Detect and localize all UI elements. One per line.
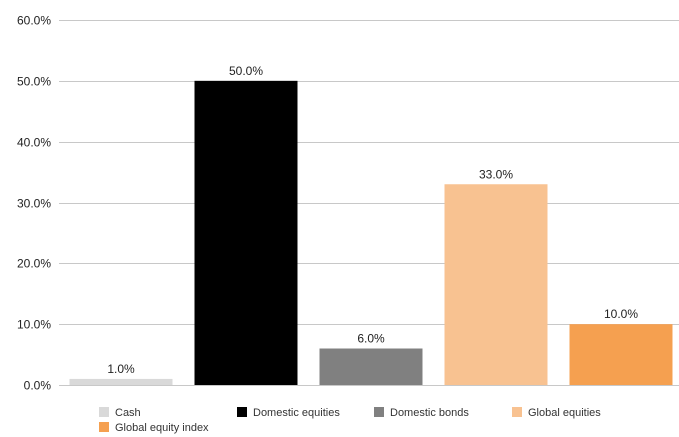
data-label: 10.0% <box>604 307 638 321</box>
legend: Cash Domestic equities Domestic bonds Globa… <box>99 407 601 434</box>
bar <box>569 324 673 385</box>
bars <box>69 80 673 385</box>
data-label: 33.0% <box>479 167 513 181</box>
legend-swatch <box>374 407 384 417</box>
legend-swatch <box>99 422 109 432</box>
bar <box>444 184 548 385</box>
data-label: 1.0% <box>107 362 135 376</box>
y-tick-label: 50.0% <box>17 75 51 89</box>
y-tick-label: 60.0% <box>17 14 51 28</box>
data-label: 6.0% <box>357 332 385 346</box>
legend-swatch <box>237 407 247 417</box>
y-tick-label: 10.0% <box>17 318 51 332</box>
legend-label: Cash <box>115 407 141 419</box>
y-tick-label: 0.0% <box>24 379 52 393</box>
y-tick-label: 40.0% <box>17 136 51 150</box>
bar <box>194 80 298 385</box>
y-tick-label: 30.0% <box>17 197 51 211</box>
data-labels: 1.0% 50.0% 6.0% 33.0% 10.0% <box>107 64 638 376</box>
y-axis-tick-labels: 0.0% 10.0% 20.0% 30.0% 40.0% 50.0% 60.0% <box>17 14 51 393</box>
bar <box>319 348 423 385</box>
legend-swatch <box>99 407 109 417</box>
bar <box>69 378 173 385</box>
legend-swatch <box>512 407 522 417</box>
legend-label: Global equity index <box>115 422 209 434</box>
y-tick-label: 20.0% <box>17 257 51 271</box>
legend-label: Domestic bonds <box>390 407 469 419</box>
data-label: 50.0% <box>229 64 263 78</box>
legend-label: Domestic equities <box>253 407 340 419</box>
legend-label: Global equities <box>528 407 601 419</box>
gridlines <box>59 20 679 386</box>
